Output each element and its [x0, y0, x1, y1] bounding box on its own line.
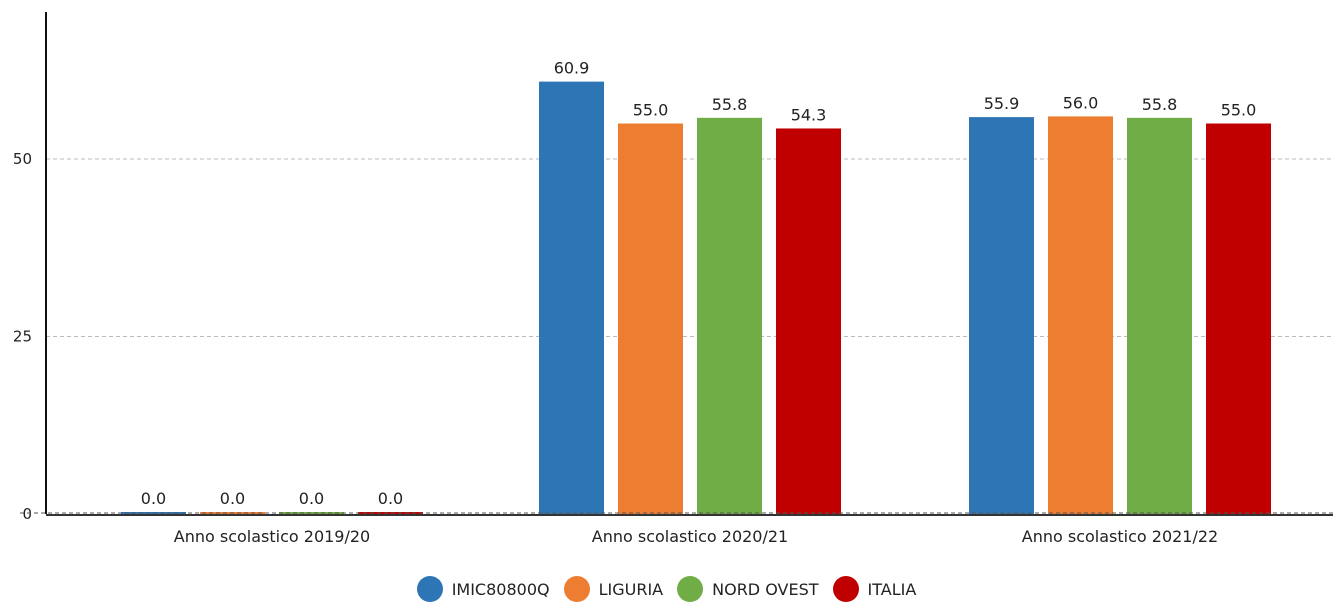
legend-item[interactable]: NORD OVEST: [677, 576, 819, 602]
bar-chart: 0 25 50 0.0 0.0 0.0 0.0 Anno scolastico 2019/20…: [13, 12, 1333, 546]
data-label: 0.0: [220, 489, 245, 508]
legend-swatch: [677, 576, 704, 602]
data-label: 55.8: [712, 95, 748, 114]
x-tick-label: Anno scolastico 2019/20: [174, 527, 370, 546]
data-label: 0.0: [378, 489, 403, 508]
data-label: 55.8: [1142, 95, 1178, 114]
legend-label: LIGURIA: [598, 579, 664, 599]
legend-item[interactable]: IMIC80800Q: [416, 576, 550, 602]
bar[interactable]: [1127, 117, 1192, 514]
legend-swatch: [563, 576, 590, 602]
legend-label: NORD OVEST: [712, 579, 819, 599]
bar[interactable]: [969, 117, 1034, 515]
data-label: 0.0: [141, 489, 166, 508]
bar[interactable]: [1048, 116, 1113, 515]
bar[interactable]: [697, 117, 762, 514]
bar[interactable]: [539, 81, 604, 515]
data-label: 55.9: [984, 94, 1020, 113]
legend-label: ITALIA: [867, 579, 917, 599]
legend-item[interactable]: LIGURIA: [563, 576, 664, 602]
data-label: 55.0: [633, 101, 669, 120]
data-label: 56.0: [1063, 93, 1099, 112]
legend-item[interactable]: ITALIA: [832, 576, 917, 602]
legend-swatch: [416, 576, 443, 602]
data-label: 0.0: [299, 489, 324, 508]
y-tick-label: 25: [13, 328, 32, 346]
data-label: 60.9: [554, 59, 590, 78]
y-tick-label: 0: [22, 505, 32, 523]
x-tick-label: Anno scolastico 2020/21: [592, 527, 788, 546]
data-label: 54.3: [791, 105, 827, 124]
bar[interactable]: [358, 512, 423, 514]
bar[interactable]: [279, 512, 344, 514]
bar[interactable]: [618, 123, 683, 515]
legend: IMIC80800Q LIGURIA NORD OVEST ITALIA: [0, 576, 1333, 602]
x-tick-label: Anno scolastico 2021/22: [1022, 527, 1218, 546]
legend-swatch: [832, 576, 859, 602]
y-tick-label: 50: [13, 150, 32, 168]
bar[interactable]: [1206, 123, 1271, 515]
data-label: 55.0: [1221, 101, 1257, 120]
legend-label: IMIC80800Q: [451, 579, 550, 599]
bar[interactable]: [776, 128, 841, 514]
